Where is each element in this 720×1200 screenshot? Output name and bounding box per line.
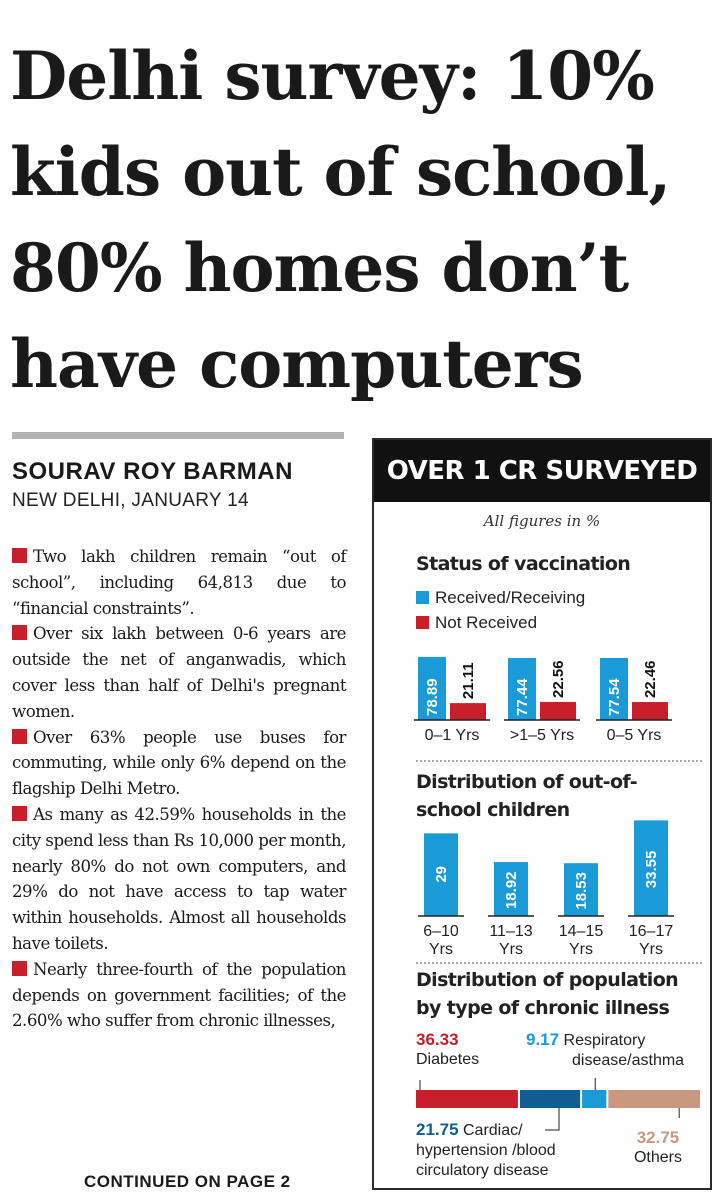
byline: SOURAV ROY BARMAN xyxy=(12,458,293,485)
vaccination-bar-received xyxy=(508,658,536,720)
vaccination-category-label: >1–5 Yrs xyxy=(510,727,574,744)
respiratory-text: Respiratory xyxy=(563,1032,646,1049)
out-of-school-category-label: 11–13 xyxy=(489,923,532,940)
units-note: All figures in % xyxy=(483,512,601,530)
bullet-text: Nearly three-fourth of the population de… xyxy=(12,959,347,1031)
cardiac-label: 21.75 Cardiac/ hypertension /blood circu… xyxy=(416,1120,556,1181)
title-line: school children xyxy=(416,799,570,821)
title-line: Distribution of out-of- xyxy=(416,771,638,793)
bullet-paragraph: Over 63% people use buses for commuting,… xyxy=(12,725,347,802)
red-square-bullet-icon xyxy=(12,728,27,744)
vaccination-bar-received xyxy=(600,657,628,720)
cardiac-value: 21.75 xyxy=(416,1120,459,1139)
bullet-paragraph: Over six lakh between 0-6 years are outs… xyxy=(12,621,347,724)
out-of-school-bar xyxy=(424,833,458,916)
out-of-school-value-label: 18.53 xyxy=(573,872,590,910)
vaccination-value-label: 78.89 xyxy=(424,678,441,716)
vaccination-value-label: 77.44 xyxy=(514,678,531,716)
illness-segment xyxy=(582,1090,607,1108)
out-of-school-category-label: 16–17 xyxy=(629,923,674,940)
cardiac-text: hypertension /blood xyxy=(416,1142,556,1159)
out-of-school-category-label: Yrs xyxy=(499,941,523,958)
vaccination-category-label: 0–1 Yrs xyxy=(425,727,480,744)
legend-label: Not Received xyxy=(435,613,538,632)
respiratory-label: 9.17 Respiratory disease/asthma xyxy=(526,1030,684,1071)
headline: Delhi survey: 10% kids out of school, 80… xyxy=(10,28,710,412)
illness-segment xyxy=(519,1090,581,1108)
out-of-school-category-label: Yrs xyxy=(429,941,453,958)
red-square-bullet-icon xyxy=(12,960,27,976)
red-square-bullet-icon xyxy=(12,548,27,563)
article-body: Two lakh children remain “out of school”… xyxy=(12,544,347,1034)
out-of-school-value-label: 29 xyxy=(433,866,450,883)
infographic-box: OVER 1 CR SURVEYED All figures in % Stat… xyxy=(372,438,712,1190)
vaccination-category-label: 0–5 Yrs xyxy=(607,727,662,744)
red-square-bullet-icon xyxy=(12,625,27,641)
headline-line: have computers xyxy=(10,325,584,403)
vaccination-value-label: 21.11 xyxy=(460,662,477,699)
others-text: Others xyxy=(633,1149,682,1166)
bullet-text: Over 63% people use buses for commuting,… xyxy=(12,727,347,799)
cardiac-text: circulatory disease xyxy=(416,1162,549,1179)
section-divider xyxy=(416,962,702,964)
vaccination-title: Status of vaccination xyxy=(416,553,631,575)
legend-label: Received/Receiving xyxy=(435,588,586,607)
vaccination-value-label: 22.56 xyxy=(550,660,567,698)
bullet-paragraph: Nearly three-fourth of the population de… xyxy=(12,957,347,1034)
out-of-school-category-label: 6–10 xyxy=(423,923,459,940)
respiratory-value: 9.17 xyxy=(526,1030,560,1049)
out-of-school-bar xyxy=(564,863,598,916)
out-of-school-chart: 296–10Yrs18.9211–13Yrs18.5314–15Yrs33.55… xyxy=(418,820,674,958)
diabetes-value: 36.33 xyxy=(416,1030,459,1049)
vaccination-bar-not-received xyxy=(450,703,486,720)
title-line: Distribution of population xyxy=(416,969,679,991)
section-divider xyxy=(416,760,702,762)
vaccination-value-label: 22.46 xyxy=(642,660,659,698)
illness-connector-line xyxy=(545,1108,560,1131)
out-of-school-bar xyxy=(634,820,668,916)
others-value: 32.75 xyxy=(636,1128,680,1147)
blue-swatch-icon xyxy=(416,591,429,604)
vaccination-bar-not-received xyxy=(540,701,576,720)
out-of-school-bar xyxy=(494,862,528,916)
legend-received: Received/Receiving xyxy=(416,588,585,608)
headline-line: 80% homes don’t xyxy=(10,229,629,307)
title-line: by type of chronic illness xyxy=(416,997,670,1019)
vaccination-value-label: 77.54 xyxy=(606,678,623,716)
cardiac-text: Cardiac/ xyxy=(463,1122,523,1139)
out-of-school-value-label: 18.92 xyxy=(503,871,520,909)
out-of-school-category-label: Yrs xyxy=(639,941,663,958)
headline-line: kids out of school, xyxy=(10,133,671,211)
bullet-text: As many as 42.59% households in the city… xyxy=(12,804,347,953)
bullet-paragraph: Two lakh children remain “out of school”… xyxy=(12,544,347,621)
out-of-school-category-label: Yrs xyxy=(569,941,593,958)
respiratory-text: disease/asthma xyxy=(572,1052,685,1069)
red-square-bullet-icon xyxy=(12,805,27,821)
headline-line: Delhi survey: 10% xyxy=(10,37,655,115)
vaccination-bar-received xyxy=(418,656,446,720)
out-of-school-value-label: 33.55 xyxy=(643,851,660,889)
others-label: 32.75 Others xyxy=(618,1128,698,1168)
byline-rule xyxy=(12,432,344,439)
dateline: NEW DELHI, JANUARY 14 xyxy=(12,490,249,511)
vaccination-chart: 78.89 21.11 0–1 Yrs 77.44 22.56 >1–5 Yrs 77.54… xyxy=(414,656,672,744)
diabetes-label: 36.33 Diabetes xyxy=(416,1030,479,1070)
legend-not-received: Not Received xyxy=(416,613,537,633)
vaccination-bar-not-received xyxy=(632,702,668,720)
chronic-illness-title: Distribution of population by type of ch… xyxy=(416,966,679,1022)
continued-link[interactable]: CONTINUED ON PAGE 2 xyxy=(84,1172,291,1191)
chronic-illness-chart xyxy=(416,1078,700,1131)
bullet-text: Over six lakh between 0-6 years are outs… xyxy=(12,624,347,721)
bullet-text: Two lakh children remain “out of school”… xyxy=(12,547,347,618)
illness-segment xyxy=(416,1090,518,1108)
illness-segment xyxy=(608,1090,700,1108)
infographic-title: OVER 1 CR SURVEYED xyxy=(374,440,710,502)
out-of-school-category-label: 14–15 xyxy=(559,923,604,940)
bullet-paragraph: As many as 42.59% households in the city… xyxy=(12,802,347,957)
red-swatch-icon xyxy=(416,616,429,629)
diabetes-text: Diabetes xyxy=(416,1051,480,1068)
out-of-school-title: Distribution of out-of- school children xyxy=(416,768,638,824)
